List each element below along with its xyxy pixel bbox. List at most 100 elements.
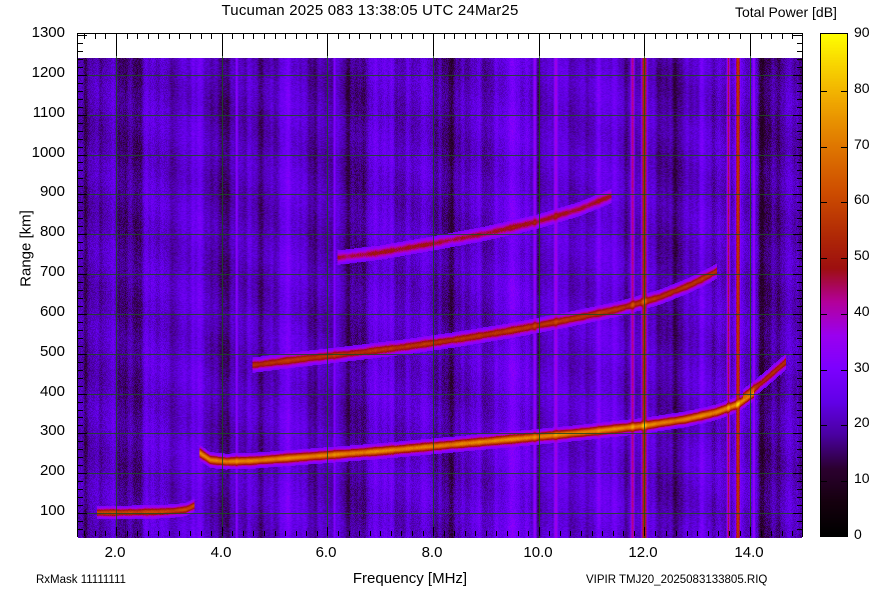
y-axis-tick — [78, 330, 83, 331]
x-axis-tick — [84, 34, 85, 39]
y-axis-tick — [797, 178, 802, 179]
x-axis-tick — [634, 531, 635, 536]
x-axis-tick — [423, 531, 424, 536]
y-axis-tick — [797, 99, 802, 100]
x-axis-tick — [655, 531, 656, 536]
x-axis-tick — [380, 531, 381, 536]
x-axis-tick — [666, 531, 667, 536]
y-axis-tick — [797, 386, 802, 387]
x-axis-tick — [317, 34, 318, 39]
x-axis-tick — [201, 531, 202, 536]
ionogram-data-area[interactable] — [78, 56, 802, 538]
y-axis-tick — [78, 99, 83, 100]
x-axis-tick — [729, 34, 730, 39]
colorbar-tick — [821, 370, 827, 371]
y-axis-tick — [78, 425, 83, 426]
x-axis-tick — [201, 34, 202, 39]
y-gridline — [78, 513, 802, 514]
x-axis-tick-label: 4.0 — [210, 544, 232, 561]
x-axis-tick — [423, 34, 424, 39]
x-gridline — [327, 56, 328, 538]
y-axis-tick — [797, 521, 802, 522]
y-axis-tick — [797, 481, 802, 482]
x-axis-tick — [127, 34, 128, 39]
y-axis-tick-label: 1100 — [32, 104, 65, 121]
x-axis-tick — [792, 531, 793, 536]
x-axis-tick — [560, 531, 561, 536]
x-axis-tick — [158, 531, 159, 536]
y-axis-tick — [797, 417, 802, 418]
x-axis-tick — [190, 34, 191, 39]
x-axis-tick — [253, 34, 254, 39]
y-axis-tick — [78, 402, 83, 403]
y-axis-tick — [78, 362, 83, 363]
x-gridline — [222, 56, 223, 538]
x-axis-tick-label: 14.0 — [734, 544, 764, 561]
x-axis-tick — [655, 34, 656, 39]
x-axis-tick — [454, 531, 455, 536]
y-axis-tick — [78, 123, 83, 124]
y-axis-tick — [78, 497, 83, 498]
y-axis-tick — [797, 242, 802, 243]
x-axis-tick — [718, 34, 719, 39]
y-axis-tick-label: 500 — [39, 343, 65, 360]
x-axis-tick — [507, 531, 508, 536]
colorbar-tick — [841, 314, 847, 315]
y-axis-tick-label: 300 — [39, 422, 65, 439]
x-axis-tick — [444, 531, 445, 536]
y-gridline — [78, 394, 802, 395]
x-axis-tick — [95, 34, 96, 39]
x-axis-tick — [592, 531, 593, 536]
colorbar-title: Total Power [dB] — [735, 4, 837, 20]
x-axis-tick — [243, 34, 244, 39]
x-axis-tick — [158, 34, 159, 39]
y-axis-tick — [793, 433, 802, 434]
colorbar[interactable] — [820, 33, 848, 537]
y-axis-tick — [797, 489, 802, 490]
x-axis-tick — [84, 531, 85, 536]
x-axis-tick-label: 10.0 — [523, 544, 553, 561]
y-axis-tick — [78, 505, 83, 506]
colorbar-tick — [841, 481, 847, 482]
x-axis-tick — [370, 34, 371, 39]
x-axis-tick — [232, 34, 233, 39]
y-axis-tick — [797, 346, 802, 347]
colorbar-canvas — [821, 34, 847, 536]
colorbar-tick — [821, 314, 827, 315]
x-axis-tick — [264, 34, 265, 39]
y-axis-tick — [78, 178, 83, 179]
y-gridline — [78, 314, 802, 315]
y-axis-tick — [797, 370, 802, 371]
x-axis-tick — [475, 34, 476, 39]
x-axis-label: Frequency [MHz] — [352, 570, 468, 587]
y-axis-tick — [78, 306, 83, 307]
y-axis-tick — [78, 481, 83, 482]
x-axis-tick — [148, 34, 149, 39]
y-axis-tick — [797, 457, 802, 458]
x-axis-tick — [592, 34, 593, 39]
x-axis-tick — [560, 34, 561, 39]
x-axis-tick — [740, 34, 741, 39]
y-gridline — [78, 115, 802, 116]
colorbar-tick — [841, 425, 847, 426]
y-axis-tick — [78, 346, 83, 347]
x-axis-tick — [581, 34, 582, 39]
y-axis-tick — [797, 131, 802, 132]
y-axis-tick-label: 400 — [39, 383, 65, 400]
y-axis-tick — [793, 354, 802, 355]
y-axis-tick-label: 1000 — [31, 144, 65, 161]
x-axis-tick — [496, 34, 497, 39]
x-gridline — [644, 56, 645, 538]
x-axis-tick — [486, 34, 487, 39]
y-axis-tick — [78, 370, 83, 371]
y-axis-tick-label: 200 — [39, 462, 65, 479]
y-axis-tick — [797, 529, 802, 530]
ionogram-canvas[interactable] — [78, 56, 802, 538]
x-axis-tick — [116, 527, 117, 536]
y-axis-tick — [797, 425, 802, 426]
x-axis-tick — [95, 531, 96, 536]
colorbar-tick — [821, 91, 827, 92]
y-axis-tick — [78, 75, 87, 76]
y-axis-tick — [78, 131, 83, 132]
ionogram-plot[interactable] — [77, 33, 803, 538]
